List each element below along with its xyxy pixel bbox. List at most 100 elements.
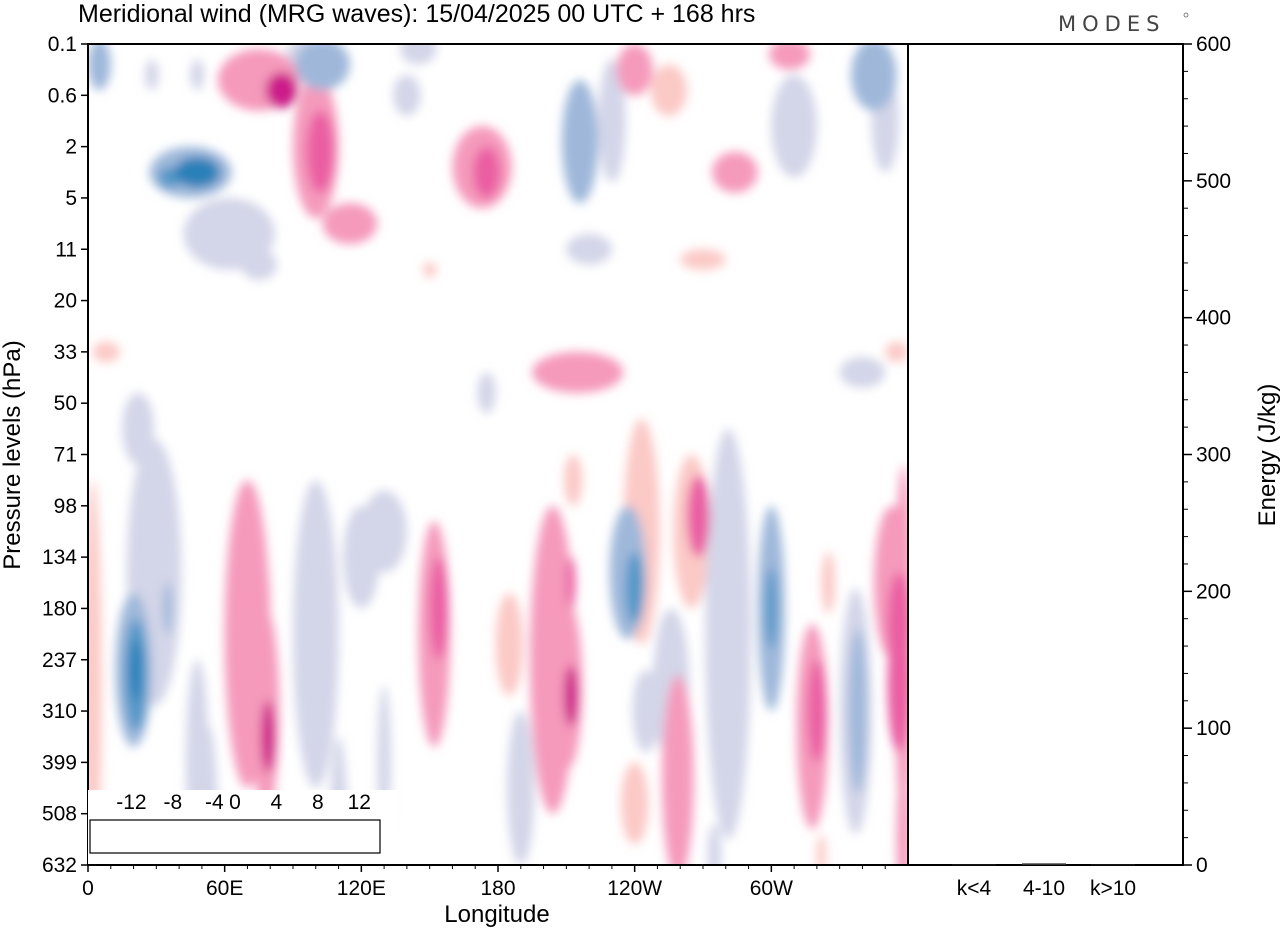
wind-anomaly-51 xyxy=(532,351,624,393)
wind-anomaly-5 xyxy=(650,64,687,116)
wind-anomaly-32 xyxy=(621,762,649,845)
wind-anomaly-42 xyxy=(816,834,826,865)
wind-anomaly-23 xyxy=(361,490,407,573)
wind-anomaly-50 xyxy=(322,203,378,245)
wind-anomaly-12 xyxy=(680,249,726,270)
x-tick-label: 60E xyxy=(206,877,243,900)
x-tick-label: 60W xyxy=(750,877,793,900)
y2-axis-label: Energy (J/kg) xyxy=(1254,384,1280,527)
brand-logo: MODES xyxy=(1058,12,1165,36)
y-tick-label: 98 xyxy=(54,495,77,518)
y-tick-label: 71 xyxy=(54,444,77,467)
wind-anomaly-33 xyxy=(705,428,751,840)
y2-tick-label: 200 xyxy=(1196,580,1231,603)
wind-anomaly-11 xyxy=(566,233,612,265)
wind-anomaly-36 xyxy=(88,480,102,865)
energy-category-label: k<4 xyxy=(957,877,992,900)
wind-anomaly-76 xyxy=(429,557,448,660)
wind-anomaly-57 xyxy=(662,675,694,865)
y-tick-label: 134 xyxy=(42,546,77,569)
colorbar: -12 -8 -4 0 4 8 12 xyxy=(88,790,398,864)
energy-bar-0 xyxy=(952,864,996,866)
y2-tick-label: 500 xyxy=(1196,170,1231,193)
wind-anomaly-1 xyxy=(190,59,205,91)
y-axis-label: Pressure levels (hPa) xyxy=(0,340,26,569)
wind-anomaly-84 xyxy=(265,72,298,109)
wind-anomaly-0 xyxy=(145,59,159,91)
x-tick-label: 120E xyxy=(337,877,386,900)
wind-anomaly-10 xyxy=(240,249,277,280)
wind-anomaly-13 xyxy=(422,262,437,278)
energy-category-label: 4-10 xyxy=(1023,877,1065,900)
colorbar-frame xyxy=(89,819,381,854)
energy-bars: k<4 4-10 k>10 xyxy=(952,863,1136,900)
colorbar-label: 12 xyxy=(348,791,371,814)
wind-anomaly-17 xyxy=(477,372,496,414)
wind-anomaly-16 xyxy=(839,357,886,388)
y-tick-label: 2 xyxy=(65,136,77,159)
y-tick-label: 399 xyxy=(42,751,77,774)
wind-anomaly-44 xyxy=(616,44,653,96)
wind-anomaly-15 xyxy=(885,341,908,363)
colorbar-label: -4 xyxy=(205,791,224,814)
y-tick-label: 5 xyxy=(65,187,77,210)
wind-anomaly-25 xyxy=(495,593,524,696)
wind-anomaly-88 xyxy=(564,664,578,727)
energy-category-label: k>10 xyxy=(1090,877,1136,900)
energy-axis: 0 100 200 300 400 500 600 xyxy=(1183,33,1231,877)
wind-anomaly-67 xyxy=(163,582,173,635)
wind-anomaly-41 xyxy=(707,823,722,865)
wind-anomaly-85 xyxy=(174,156,221,188)
colorbar-label: -12 xyxy=(116,791,146,814)
y2-tick-label: 100 xyxy=(1196,717,1231,740)
wind-anomaly-26 xyxy=(507,711,535,865)
y2-tick-label: 300 xyxy=(1196,444,1231,467)
wind-anomaly-62 xyxy=(896,762,908,865)
y-tick-label: 11 xyxy=(55,238,77,261)
y-tick-label: 50 xyxy=(54,392,77,415)
y2-tick-label: 600 xyxy=(1196,33,1231,56)
y-tick-label: 0.1 xyxy=(48,33,77,56)
wind-anomaly-65 xyxy=(769,44,811,70)
colorbar-label: 8 xyxy=(312,791,324,814)
wind-anomaly-7 xyxy=(771,74,817,178)
x-tick-label: 120W xyxy=(607,877,662,900)
y2-tick-label: 400 xyxy=(1196,307,1231,330)
colorbar-background xyxy=(88,790,398,864)
y-tick-label: 20 xyxy=(54,290,77,313)
y-tick-label: 180 xyxy=(42,597,77,620)
x-axis: 0 60E 120E 180 120W 60W xyxy=(82,865,886,900)
y2-tick-label: 0 xyxy=(1196,854,1208,877)
x-tick-label: 180 xyxy=(480,877,515,900)
chart-title: Meridional wind (MRG waves): 15/04/2025 … xyxy=(78,0,755,28)
wind-anomaly-78 xyxy=(625,552,644,624)
wind-anomaly-45 xyxy=(851,44,897,111)
energy-bar-2 xyxy=(1091,864,1135,866)
wind-anomaly-83 xyxy=(887,618,908,753)
wind-anomaly-27 xyxy=(564,454,583,506)
wind-anomaly-87 xyxy=(261,700,275,773)
wind-anomaly-3 xyxy=(400,44,437,65)
y-axis: 0.1 0.6 2 5 11 20 33 50 71 98 134 180 237 310 399 508 63… xyxy=(42,33,88,877)
colorbar-label: 4 xyxy=(271,791,283,814)
x-axis-label: Longitude xyxy=(444,901,549,928)
wind-anomaly-74 xyxy=(472,146,501,198)
wind-anomaly-86 xyxy=(130,639,142,701)
energy-bar-1 xyxy=(1022,863,1066,865)
y-tick-label: 632 xyxy=(42,854,77,877)
wind-anomaly-79 xyxy=(765,567,777,650)
wind-anomaly-69 xyxy=(256,557,271,660)
y-tick-label: 310 xyxy=(42,700,77,723)
energy-panel-frame xyxy=(907,43,1184,866)
y-tick-label: 0.6 xyxy=(48,84,77,107)
brand-mark-icon xyxy=(1183,12,1189,18)
colorbar-label: -8 xyxy=(164,791,183,814)
wind-anomaly-64 xyxy=(295,44,350,91)
wind-anomaly-77 xyxy=(566,557,576,609)
wind-anomaly-48 xyxy=(561,79,599,204)
y-tick-label: 508 xyxy=(42,803,77,826)
x-tick-label: 0 xyxy=(82,877,94,900)
wind-anomaly-34 xyxy=(821,552,836,614)
y-tick-label: 33 xyxy=(54,341,77,364)
